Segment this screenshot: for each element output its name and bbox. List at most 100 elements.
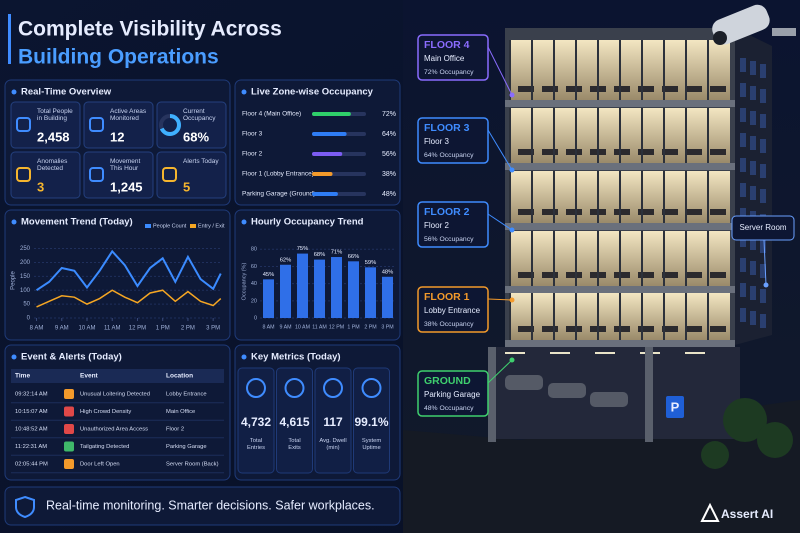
stat-card [156, 101, 227, 149]
text-line: Anomalies [37, 158, 68, 165]
desk [614, 272, 630, 278]
desk [542, 209, 558, 215]
desk [542, 326, 558, 332]
table-cell: Unusual Loitering Detected [80, 392, 150, 398]
callout-occupancy: 72% Occupancy [424, 69, 474, 76]
text-line: Entries [247, 445, 265, 451]
x-tick-label: 1 PM [156, 326, 170, 332]
panel-dot [241, 219, 247, 225]
side-window [740, 183, 746, 197]
panel-dot [11, 89, 17, 95]
text-line: This Hour [110, 165, 139, 172]
callout-dot [509, 167, 515, 173]
x-tick-label: 12 PM [129, 326, 146, 332]
title-accent [8, 14, 11, 64]
desk [566, 326, 582, 332]
desk [518, 272, 534, 278]
desk [638, 86, 654, 92]
stat-card [10, 101, 81, 149]
side-window [750, 186, 756, 200]
zone-value: 64% [382, 131, 396, 138]
server-room-box [731, 215, 795, 241]
desk [614, 326, 630, 332]
series-line [35, 249, 222, 292]
panel-dot [241, 354, 247, 360]
side-window [750, 311, 756, 325]
stat-icon [16, 167, 31, 182]
metric-label: Total Entries [247, 438, 265, 451]
series-line [36, 289, 222, 308]
side-window [760, 114, 766, 128]
zone-bar [312, 192, 338, 196]
car [590, 392, 628, 407]
desk [518, 209, 534, 215]
stat-value: 1,245 [110, 179, 143, 194]
event-icon [64, 424, 74, 434]
legend-swatch [190, 224, 196, 228]
server-dot [763, 282, 769, 288]
x-tick-label: 11 AM [104, 326, 121, 332]
table-cell: Parking Garage [166, 444, 207, 450]
panel [4, 209, 231, 341]
desk [542, 149, 558, 155]
callout-name: Lobby Entrance [424, 306, 481, 315]
callout-box [417, 370, 489, 417]
metric-card [314, 367, 352, 474]
stat-card [83, 101, 154, 149]
callout-dot [509, 92, 515, 98]
bar [331, 257, 342, 318]
stat-icon [16, 117, 31, 132]
stat-icon [89, 117, 104, 132]
bar [382, 276, 393, 318]
y-tick-label: 80 [251, 247, 257, 253]
side-window [750, 86, 756, 100]
y-axis-label: People [11, 270, 17, 289]
desk [542, 272, 558, 278]
footer-text: Real-time monitoring. Smarter decisions.… [46, 498, 375, 512]
side-window [740, 108, 746, 122]
text-line: Total People [37, 108, 73, 115]
metric-icon [246, 378, 266, 398]
table-cell: High Crowd Density [80, 409, 131, 415]
x-tick-label: 8 AM [262, 324, 274, 330]
desk [710, 149, 726, 155]
bar [348, 261, 359, 318]
desk [638, 272, 654, 278]
zone-label: Floor 4 (Main Office) [242, 111, 301, 118]
shield-icon [15, 495, 35, 519]
desk [662, 326, 678, 332]
stat-card [83, 151, 154, 199]
bar-value-label: 71% [331, 250, 343, 256]
metric-icon [284, 378, 305, 398]
x-tick-label: 9 AM [279, 324, 291, 330]
zone-label: Floor 3 [242, 131, 263, 138]
stat-icon [162, 167, 177, 182]
side-window [740, 258, 746, 272]
desk [686, 86, 702, 92]
callout-name: Parking Garage [424, 390, 481, 399]
zone-label: Floor 2 [242, 151, 263, 158]
metric-card [353, 367, 390, 474]
desk [638, 209, 654, 215]
y-tick-label: 50 [23, 302, 30, 308]
zone-value: 48% [382, 191, 396, 198]
text-line: Avg. Dwell [319, 438, 346, 444]
bar-value-label: 59% [365, 260, 377, 266]
garage-light [505, 352, 525, 354]
stat-value: 68% [183, 129, 209, 144]
x-tick-label: 2 PM [364, 324, 376, 330]
callout-name: Main Office [424, 54, 465, 63]
desk [518, 149, 534, 155]
desk [614, 209, 630, 215]
parking-sign [666, 396, 684, 418]
table-cell: Tailgating Detected [80, 444, 129, 450]
text-line: Uptime [362, 445, 380, 451]
text-line: Exits [288, 445, 301, 451]
garage-light [550, 352, 570, 354]
desk [686, 149, 702, 155]
floor-slab [505, 163, 735, 170]
garage-light [685, 352, 705, 354]
title: Building Operations [18, 46, 219, 69]
zone-bar [312, 132, 347, 136]
panel-title: Live Zone-wise Occupancy [251, 87, 374, 98]
